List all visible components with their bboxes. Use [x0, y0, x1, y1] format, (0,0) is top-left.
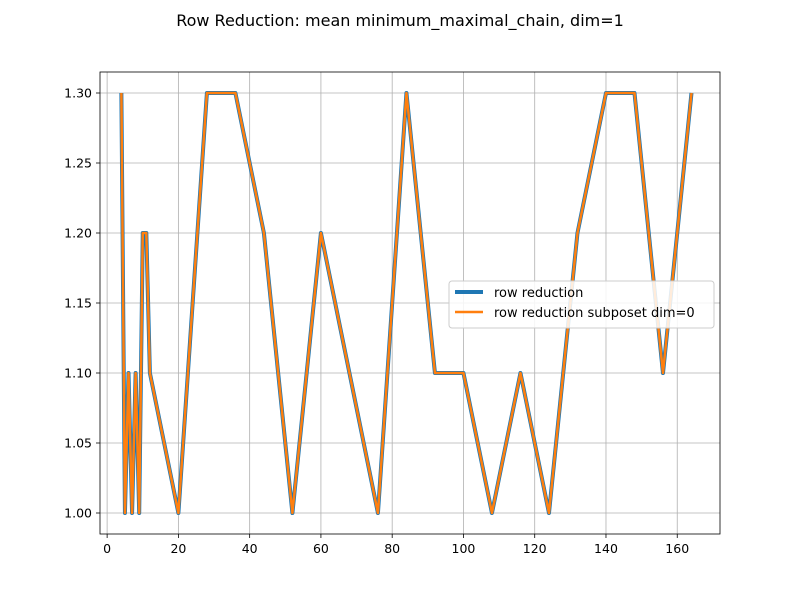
y-axis: 1.00 1.05 1.10 1.15 1.20 1.25 1.30 [64, 86, 100, 521]
legend-label-row-reduction: row reduction [494, 286, 583, 301]
legend: row reduction row reduction subposet dim… [448, 280, 715, 329]
y-tick-label: 1.25 [64, 156, 92, 171]
series-layer [119, 91, 694, 515]
y-tick-label: 1.10 [64, 366, 92, 381]
legend-label-row-reduction-subposet: row reduction subposet dim=0 [494, 306, 695, 321]
y-tick-label: 1.05 [64, 436, 92, 451]
series-line-1 [120, 91, 693, 515]
grid-lines [100, 72, 720, 534]
x-tick-label: 60 [313, 541, 329, 556]
x-tick-label: 20 [170, 541, 186, 556]
x-tick-label: 120 [523, 541, 547, 556]
legend-box [448, 280, 715, 329]
x-axis: 0 20 40 60 80 100 120 140 160 [103, 534, 689, 556]
x-tick-label: 40 [242, 541, 258, 556]
x-tick-label: 0 [103, 541, 111, 556]
y-tick-label: 1.30 [64, 86, 92, 101]
x-tick-label: 160 [665, 541, 689, 556]
x-tick-label: 80 [384, 541, 400, 556]
x-tick-label: 140 [594, 541, 618, 556]
y-tick-label: 1.00 [64, 506, 92, 521]
chart-title: Row Reduction: mean minimum_maximal_chai… [176, 11, 624, 31]
y-tick-label: 1.20 [64, 226, 92, 241]
x-tick-label: 100 [452, 541, 476, 556]
y-tick-label: 1.15 [64, 296, 92, 311]
